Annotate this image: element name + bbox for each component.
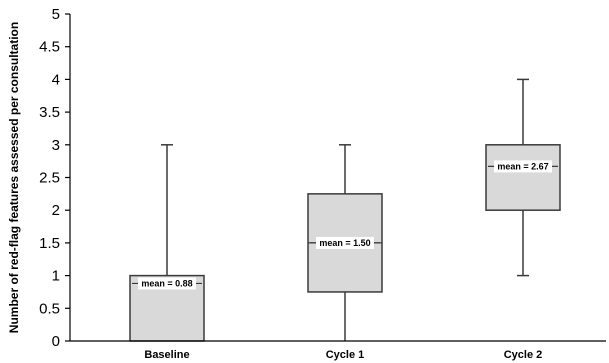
mean-label: mean = 1.50 [319,238,370,248]
mean-label-background [494,160,552,173]
x-category-label: Cycle 1 [326,349,365,361]
box-group: mean = 2.67 [485,78,561,277]
y-tick-label: 4 [52,71,60,88]
y-tick-label: 4.5 [39,39,60,56]
x-category-label: Cycle 2 [504,349,543,361]
y-tick-label: 0.5 [39,300,60,317]
mean-label: mean = 2.67 [497,161,548,171]
box-group: mean = 0.88 [129,144,205,342]
y-tick-label: 2 [52,202,60,219]
mean-label-background [138,277,196,290]
y-axis-ticks: 0 0.5 1 1.5 2 2.5 3 3.5 4 4.5 5 [39,6,70,350]
mean-label: mean = 0.88 [141,278,192,288]
mean-label-background [316,236,374,249]
y-tick-label: 0 [52,333,60,350]
y-tick-label: 3 [52,137,60,154]
box-iqr [485,144,561,211]
x-axis-labels: Baseline Cycle 1 Cycle 2 [144,349,542,361]
y-tick-label: 5 [52,6,60,23]
y-tick-label: 2.5 [39,170,60,187]
y-tick-label: 3.5 [39,104,60,121]
x-category-label: Baseline [144,349,189,361]
y-tick-label: 1.5 [39,235,60,252]
y-tick-label: 1 [52,268,60,285]
y-axis-title: Number of red-flag features assessed per… [7,22,21,333]
box-group: mean = 1.50 [307,144,383,341]
box-series: mean = 0.88 mean = 1.50 mean = 2.67 [129,78,561,342]
